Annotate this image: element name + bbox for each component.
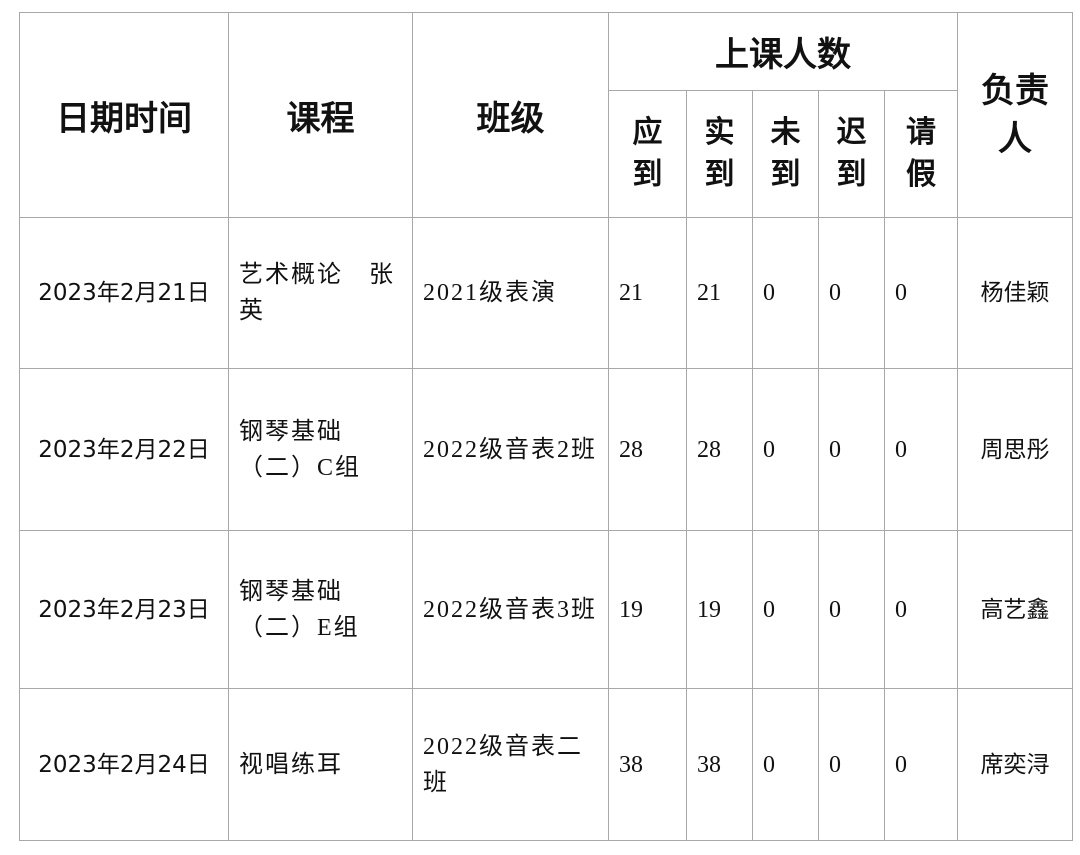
header-leave: 请假 [884, 90, 958, 218]
absent-cell: 0 [752, 217, 819, 369]
date-cell: 2023年2月21日 [19, 217, 229, 369]
header-late: 迟到 [818, 90, 885, 218]
header-present: 实到 [686, 90, 753, 218]
table-row: 2023年2月21日 艺术概论 张英 2021级表演 21 21 0 0 0 杨… [19, 217, 1073, 369]
date-cell: 2023年2月22日 [19, 368, 229, 531]
attendance-table: 日期时间 课程 班级 上课人数 负责人 应到 实到 未到 迟到 请假 2023年… [19, 12, 1073, 841]
header-owner: 负责人 [957, 12, 1073, 218]
expected-cell: 19 [608, 530, 687, 689]
absent-cell: 0 [752, 688, 819, 841]
owner-cell: 杨佳颖 [957, 217, 1073, 369]
header-attendance: 上课人数 [608, 12, 958, 91]
course-cell: 艺术概论 张英 [228, 217, 413, 369]
leave-cell: 0 [884, 217, 958, 369]
late-cell: 0 [818, 688, 885, 841]
late-cell: 0 [818, 217, 885, 369]
absent-cell: 0 [752, 368, 819, 531]
late-cell: 0 [818, 368, 885, 531]
class-cell: 2022级音表2班 [412, 368, 609, 531]
late-cell: 0 [818, 530, 885, 689]
date-cell: 2023年2月24日 [19, 688, 229, 841]
table-row: 2023年2月24日 视唱练耳 2022级音表二班 38 38 0 0 0 席奕… [19, 688, 1073, 841]
table-row: 2023年2月22日 钢琴基础（二）C组 2022级音表2班 28 28 0 0… [19, 368, 1073, 531]
owner-cell: 席奕浔 [957, 688, 1073, 841]
date-cell: 2023年2月23日 [19, 530, 229, 689]
header-class: 班级 [412, 12, 609, 218]
header-expected: 应到 [608, 90, 687, 218]
course-cell: 钢琴基础（二）E组 [228, 530, 413, 689]
course-cell: 视唱练耳 [228, 688, 413, 841]
present-cell: 19 [686, 530, 753, 689]
expected-cell: 38 [608, 688, 687, 841]
present-cell: 28 [686, 368, 753, 531]
header-date: 日期时间 [19, 12, 229, 218]
expected-cell: 28 [608, 368, 687, 531]
owner-cell: 周思彤 [957, 368, 1073, 531]
class-cell: 2021级表演 [412, 217, 609, 369]
present-cell: 21 [686, 217, 753, 369]
table-row: 2023年2月23日 钢琴基础（二）E组 2022级音表3班 19 19 0 0… [19, 530, 1073, 689]
leave-cell: 0 [884, 368, 958, 531]
class-cell: 2022级音表二班 [412, 688, 609, 841]
expected-cell: 21 [608, 217, 687, 369]
header-absent: 未到 [752, 90, 819, 218]
owner-cell: 高艺鑫 [957, 530, 1073, 689]
leave-cell: 0 [884, 530, 958, 689]
present-cell: 38 [686, 688, 753, 841]
class-cell: 2022级音表3班 [412, 530, 609, 689]
header-course: 课程 [228, 12, 413, 218]
course-cell: 钢琴基础（二）C组 [228, 368, 413, 531]
leave-cell: 0 [884, 688, 958, 841]
absent-cell: 0 [752, 530, 819, 689]
